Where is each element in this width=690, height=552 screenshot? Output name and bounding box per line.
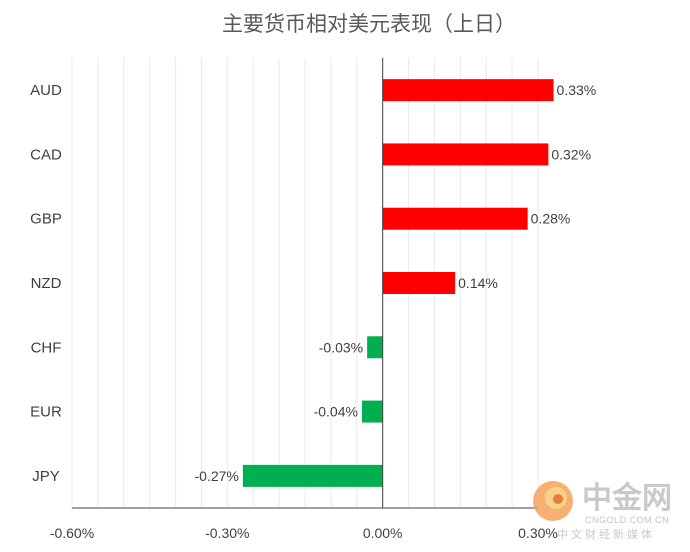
data-label-jpy: -0.27%	[195, 468, 239, 484]
category-label-cad: CAD	[30, 146, 62, 163]
x-tick-label: 0.00%	[363, 525, 403, 541]
data-labels: 0.33% 0.32% 0.28% 0.14% -0.03% -0.04% -0.27%	[195, 82, 597, 484]
x-tick-label: -0.60%	[50, 525, 94, 541]
category-label-gbp: GBP	[30, 211, 62, 228]
category-labels: AUD CAD GBP NZD CHF EUR JPY	[30, 82, 62, 485]
bar-jpy	[242, 464, 383, 487]
data-label-nzd: 0.14%	[458, 275, 498, 291]
watermark-name: 中金网	[582, 481, 672, 516]
x-tick-labels: -0.60% -0.30% 0.00% 0.30%	[50, 525, 558, 541]
bar-eur	[361, 400, 383, 423]
data-label-cad: 0.32%	[551, 146, 591, 162]
bar-cad	[382, 143, 549, 166]
watermark-tagline: 中文财经新媒体	[557, 527, 655, 541]
category-label-jpy: JPY	[32, 468, 60, 485]
chart-title: 主要货币相对美元表现（上日）	[222, 12, 516, 36]
category-label-chf: CHF	[31, 339, 62, 356]
data-label-gbp: 0.28%	[531, 211, 571, 227]
category-label-aud: AUD	[30, 82, 62, 99]
x-tick-label: -0.30%	[205, 525, 249, 541]
bar-nzd	[382, 272, 456, 294]
watermark-domain: CNGOLD.COM.CN	[585, 515, 669, 525]
category-label-nzd: NZD	[31, 275, 62, 292]
bar-aud	[382, 79, 554, 102]
data-label-chf: -0.03%	[319, 339, 363, 355]
data-label-eur: -0.04%	[314, 404, 358, 420]
bar-chf	[367, 336, 383, 359]
x-tick-label: 0.30%	[518, 525, 558, 541]
bars	[242, 79, 554, 487]
data-label-aud: 0.33%	[557, 82, 597, 98]
watermark: 中金网 CNGOLD.COM.CN 中文财经新媒体	[533, 481, 672, 541]
bar-gbp	[382, 207, 528, 230]
category-label-eur: EUR	[30, 404, 62, 421]
watermark-logo-icon	[533, 481, 573, 521]
